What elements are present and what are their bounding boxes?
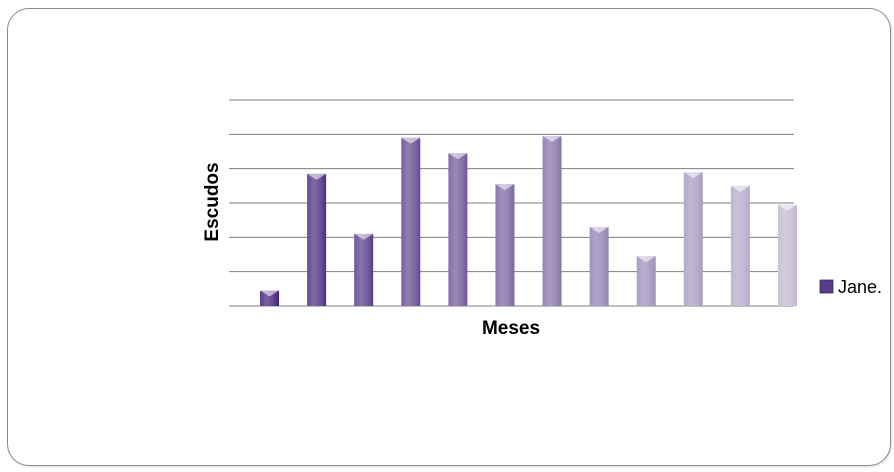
- bar-cap: [636, 256, 656, 263]
- bar: [542, 136, 562, 306]
- legend-label: Jane.: [838, 277, 882, 297]
- bar-cap: [354, 233, 374, 240]
- y-axis-title: Escudos: [202, 162, 223, 241]
- bars: [260, 136, 797, 306]
- bar: [777, 204, 797, 306]
- bar: [448, 153, 468, 306]
- bar-cap: [542, 136, 562, 143]
- bar: [730, 185, 750, 306]
- bar: [260, 290, 280, 306]
- bar-cap: [589, 227, 609, 234]
- bar-cap: [495, 184, 515, 191]
- bar: [401, 137, 421, 306]
- bar: [307, 173, 327, 306]
- legend-swatch: [819, 279, 834, 294]
- legend: Jane.: [819, 277, 882, 297]
- bar: [495, 184, 515, 306]
- x-axis-title: Meses: [482, 318, 540, 339]
- bar: [589, 227, 609, 306]
- bar: [683, 172, 703, 306]
- bar-cap: [730, 185, 750, 192]
- bar-cap: [777, 204, 797, 211]
- bar-cap: [448, 153, 468, 160]
- bar-cap: [260, 290, 280, 297]
- bar: [636, 256, 656, 306]
- bar-cap: [683, 172, 703, 179]
- bar-cap: [307, 173, 327, 180]
- bar-cap: [401, 137, 421, 144]
- bar: [354, 233, 374, 306]
